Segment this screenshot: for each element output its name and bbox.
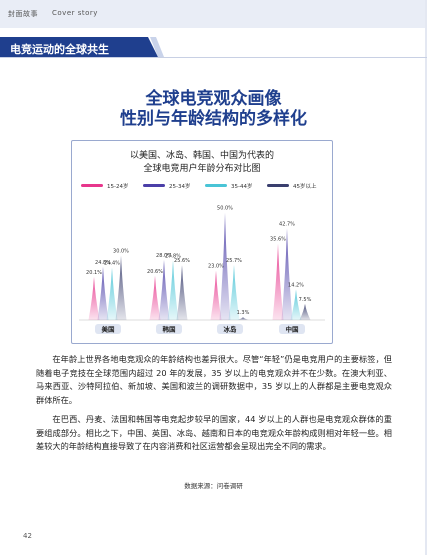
section-band-label: 电竞运动的全球共生 — [10, 43, 109, 56]
data-label-3-0: 35.6% — [270, 237, 286, 243]
bar-1-3 — [176, 265, 188, 320]
category-label-1: 韩国 — [163, 325, 177, 334]
legend-swatch-1 — [143, 184, 165, 187]
page-title-line1: 全球电竞观众画像 — [145, 89, 282, 109]
bar-3-1 — [281, 228, 293, 320]
data-label-1-1: 28.0% — [156, 253, 172, 259]
bar-3-0 — [272, 243, 284, 320]
legend-label-3: 45岁以上 — [293, 182, 317, 190]
category-pill-1 — [156, 324, 182, 334]
header-bar: 封面故事 Cover story — [0, 0, 427, 28]
chart-plot: 美国20.1%24.8%24.4%30.0%韩国20.6%28.0%27.8%2… — [79, 206, 325, 334]
data-label-1-0: 20.6% — [147, 269, 163, 275]
bar-3-3 — [299, 303, 311, 320]
chart-title-line2: 全球电竞用户年龄分布对比图 — [143, 164, 261, 174]
bar-1-1 — [158, 259, 170, 320]
bar-0-1 — [97, 266, 109, 320]
bar-0-3 — [115, 255, 127, 320]
category-label-2: 冰岛 — [224, 325, 238, 334]
data-label-1-3: 25.6% — [174, 258, 190, 264]
body-paragraph-2: 在巴西、丹麦、法国和韩国等电竞起步较早的国家，44 岁以上的人群也是电竞观众群体… — [36, 414, 392, 451]
category-label-0: 美国 — [102, 325, 116, 334]
category-pill-2 — [217, 324, 243, 334]
age-distribution-chart: 15-24岁 25-34岁 35-44岁 45岁以上 美国 20.1% 24.8%24.4… — [79, 182, 325, 334]
bar-2-0 — [210, 270, 222, 320]
bar-1-0 — [149, 275, 161, 320]
body-paragraph-1: 在年龄上世界各地电竞观众的年龄结构也差异很大。尽管“年轻”仍是电竞用户的主要标签… — [36, 354, 392, 405]
legend-swatch-2 — [205, 184, 227, 187]
legend-swatch-3 — [267, 184, 289, 187]
data-label-3-1: 42.7% — [279, 221, 295, 227]
bar-2-3 — [237, 317, 249, 320]
data-label-0-1: 24.8% — [95, 260, 111, 266]
data-label-0-2: 24.4% — [104, 261, 120, 267]
page-number: 42 — [23, 532, 32, 540]
header-rule — [0, 57, 427, 58]
legend-swatch-0 — [81, 184, 103, 187]
data-label-2-3: 1.3% — [237, 310, 250, 316]
legend-label-2: 35-44岁 — [231, 182, 252, 190]
data-label-0-0: 20.1% — [86, 270, 102, 276]
bar-2-1 — [219, 212, 231, 320]
bar-0-0 — [88, 276, 100, 320]
chart-title-line1: 以美国、冰岛、韩国、中国为代表的 — [129, 151, 274, 161]
bar-3-2 — [290, 289, 302, 320]
legend-label-0: 15-24岁 — [107, 182, 128, 190]
bar-2-2 — [228, 264, 240, 320]
bar-1-2 — [167, 260, 179, 320]
data-label-1-2: 27.8% — [165, 253, 181, 259]
data-source: 数据来源：问卷调研 — [184, 482, 243, 490]
data-label-2-1: 50.0% — [217, 206, 233, 212]
data-label-2-0: 23.0% — [208, 264, 224, 270]
data-label-2-2: 25.7% — [226, 258, 242, 264]
legend-label-1: 25-34岁 — [169, 182, 190, 190]
section-band — [0, 37, 158, 57]
data-label-3-2: 14.2% — [288, 283, 304, 289]
section-label-en: Cover story — [52, 9, 98, 17]
chart-legend: 15-24岁 25-34岁 35-44岁 45岁以上 — [81, 182, 317, 190]
data-label-3-3: 7.5% — [299, 297, 312, 303]
category-label-3: 中国 — [286, 325, 300, 334]
bar-0-2 — [106, 267, 118, 320]
data-label-0-3: 30.0% — [113, 249, 129, 255]
category-pill-3 — [279, 324, 305, 334]
category-pill-0 — [95, 324, 121, 334]
page-edge — [425, 0, 427, 555]
page-title-line2: 性别与年龄结构的多样化 — [120, 109, 307, 129]
section-label: 封面故事 — [8, 10, 38, 18]
